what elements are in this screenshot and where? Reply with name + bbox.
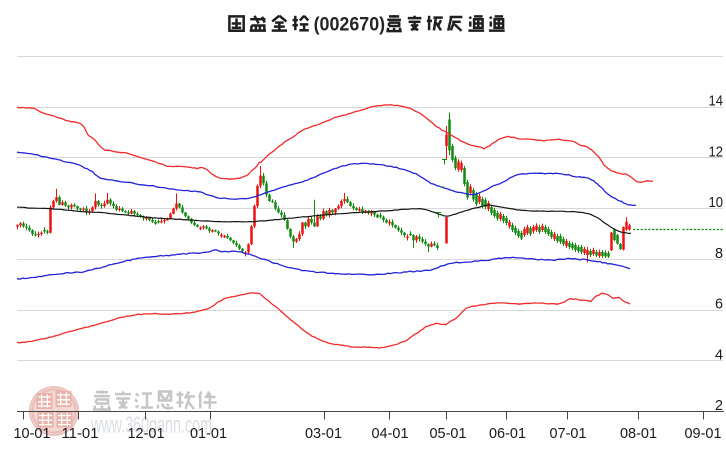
svg-text:06-01: 06-01 (489, 425, 526, 442)
svg-text:03-01: 03-01 (305, 425, 342, 442)
svg-text:11-01: 11-01 (62, 425, 99, 442)
svg-text:www.360gann.com: www.360gann.com (90, 412, 212, 438)
svg-text:09-01: 09-01 (685, 425, 722, 442)
svg-text:12: 12 (709, 143, 724, 160)
svg-text:14: 14 (709, 93, 724, 110)
svg-text:10-01: 10-01 (14, 425, 51, 442)
svg-text:08-01: 08-01 (620, 425, 657, 442)
svg-text:07-01: 07-01 (550, 425, 587, 442)
svg-text:12-01: 12-01 (128, 425, 165, 442)
svg-text:01-01: 01-01 (190, 425, 227, 442)
svg-text:10: 10 (709, 194, 724, 211)
svg-text:05-01: 05-01 (430, 425, 467, 442)
svg-text:04-01: 04-01 (372, 425, 409, 442)
svg-text:4: 4 (715, 346, 723, 363)
svg-text:6: 6 (715, 296, 723, 313)
svg-text:(002670): (002670) (314, 14, 386, 36)
svg-text:8: 8 (715, 245, 723, 262)
svg-text:2: 2 (715, 397, 723, 414)
